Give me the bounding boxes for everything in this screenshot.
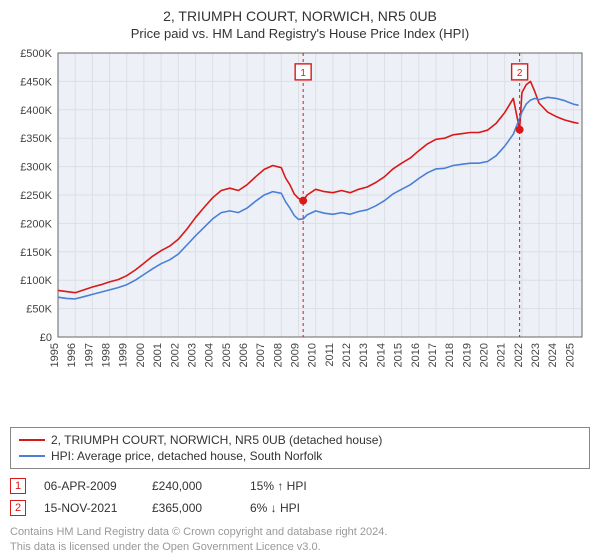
svg-text:1997: 1997 <box>83 343 95 367</box>
legend-label: 2, TRIUMPH COURT, NORWICH, NR5 0UB (deta… <box>51 433 382 447</box>
sale-price: £365,000 <box>152 501 232 515</box>
svg-text:1995: 1995 <box>49 343 61 367</box>
page-subtitle: Price paid vs. HM Land Registry's House … <box>10 26 590 41</box>
sale-row: 2 15-NOV-2021 £365,000 6% ↓ HPI <box>10 497 590 519</box>
svg-text:2023: 2023 <box>530 343 542 367</box>
svg-text:2015: 2015 <box>393 343 405 367</box>
svg-text:£100K: £100K <box>20 275 52 287</box>
svg-text:£300K: £300K <box>20 162 52 174</box>
sale-date: 15-NOV-2021 <box>44 501 134 515</box>
svg-text:2010: 2010 <box>307 343 319 367</box>
svg-text:1: 1 <box>300 68 306 79</box>
svg-text:2011: 2011 <box>324 343 336 367</box>
sale-row: 1 06-APR-2009 £240,000 15% ↑ HPI <box>10 475 590 497</box>
sale-diff: 6% ↓ HPI <box>250 501 340 515</box>
svg-text:2: 2 <box>517 68 523 79</box>
sale-marker-icon: 1 <box>10 478 26 494</box>
svg-text:£200K: £200K <box>20 218 52 230</box>
svg-text:£400K: £400K <box>20 105 52 117</box>
svg-text:2016: 2016 <box>410 343 422 367</box>
legend-label: HPI: Average price, detached house, Sout… <box>51 449 322 463</box>
svg-text:£150K: £150K <box>20 247 52 259</box>
svg-text:2003: 2003 <box>186 343 198 367</box>
sales-table: 1 06-APR-2009 £240,000 15% ↑ HPI 2 15-NO… <box>10 475 590 519</box>
svg-text:2001: 2001 <box>152 343 164 367</box>
svg-text:2018: 2018 <box>444 343 456 367</box>
sale-marker-icon: 2 <box>10 500 26 516</box>
svg-text:1999: 1999 <box>118 343 130 367</box>
svg-text:2022: 2022 <box>513 343 525 367</box>
svg-text:2019: 2019 <box>461 343 473 367</box>
svg-text:2000: 2000 <box>135 343 147 367</box>
svg-text:2017: 2017 <box>427 343 439 367</box>
page-title: 2, TRIUMPH COURT, NORWICH, NR5 0UB <box>10 8 590 24</box>
svg-text:2002: 2002 <box>169 343 181 367</box>
svg-text:£50K: £50K <box>26 304 52 316</box>
svg-text:£350K: £350K <box>20 133 52 145</box>
svg-text:2013: 2013 <box>358 343 370 367</box>
svg-text:£500K: £500K <box>20 48 52 60</box>
svg-text:2008: 2008 <box>272 343 284 367</box>
svg-text:2025: 2025 <box>564 343 576 367</box>
sale-price: £240,000 <box>152 479 232 493</box>
price-chart: £0 £50K £100K £150K £200K £250K £300K £350K £400… <box>10 45 590 421</box>
svg-text:£0: £0 <box>40 332 52 344</box>
svg-text:2014: 2014 <box>375 343 387 367</box>
footer-attribution: Contains HM Land Registry data © Crown c… <box>10 525 590 554</box>
svg-text:2021: 2021 <box>496 343 508 367</box>
svg-text:1998: 1998 <box>101 343 113 367</box>
legend: 2, TRIUMPH COURT, NORWICH, NR5 0UB (deta… <box>10 427 590 469</box>
svg-text:£250K: £250K <box>20 190 52 202</box>
svg-text:2004: 2004 <box>204 343 216 367</box>
legend-item-hpi: HPI: Average price, detached house, Sout… <box>19 448 581 464</box>
svg-text:1996: 1996 <box>66 343 78 367</box>
svg-text:2020: 2020 <box>479 343 491 367</box>
sale-diff: 15% ↑ HPI <box>250 479 340 493</box>
sale-date: 06-APR-2009 <box>44 479 134 493</box>
svg-text:£450K: £450K <box>20 76 52 88</box>
svg-text:2009: 2009 <box>290 343 302 367</box>
svg-text:2007: 2007 <box>255 343 267 367</box>
svg-text:2006: 2006 <box>238 343 250 367</box>
legend-item-subject: 2, TRIUMPH COURT, NORWICH, NR5 0UB (deta… <box>19 432 581 448</box>
svg-text:2024: 2024 <box>547 343 559 367</box>
svg-text:2005: 2005 <box>221 343 233 367</box>
svg-text:2012: 2012 <box>341 343 353 367</box>
